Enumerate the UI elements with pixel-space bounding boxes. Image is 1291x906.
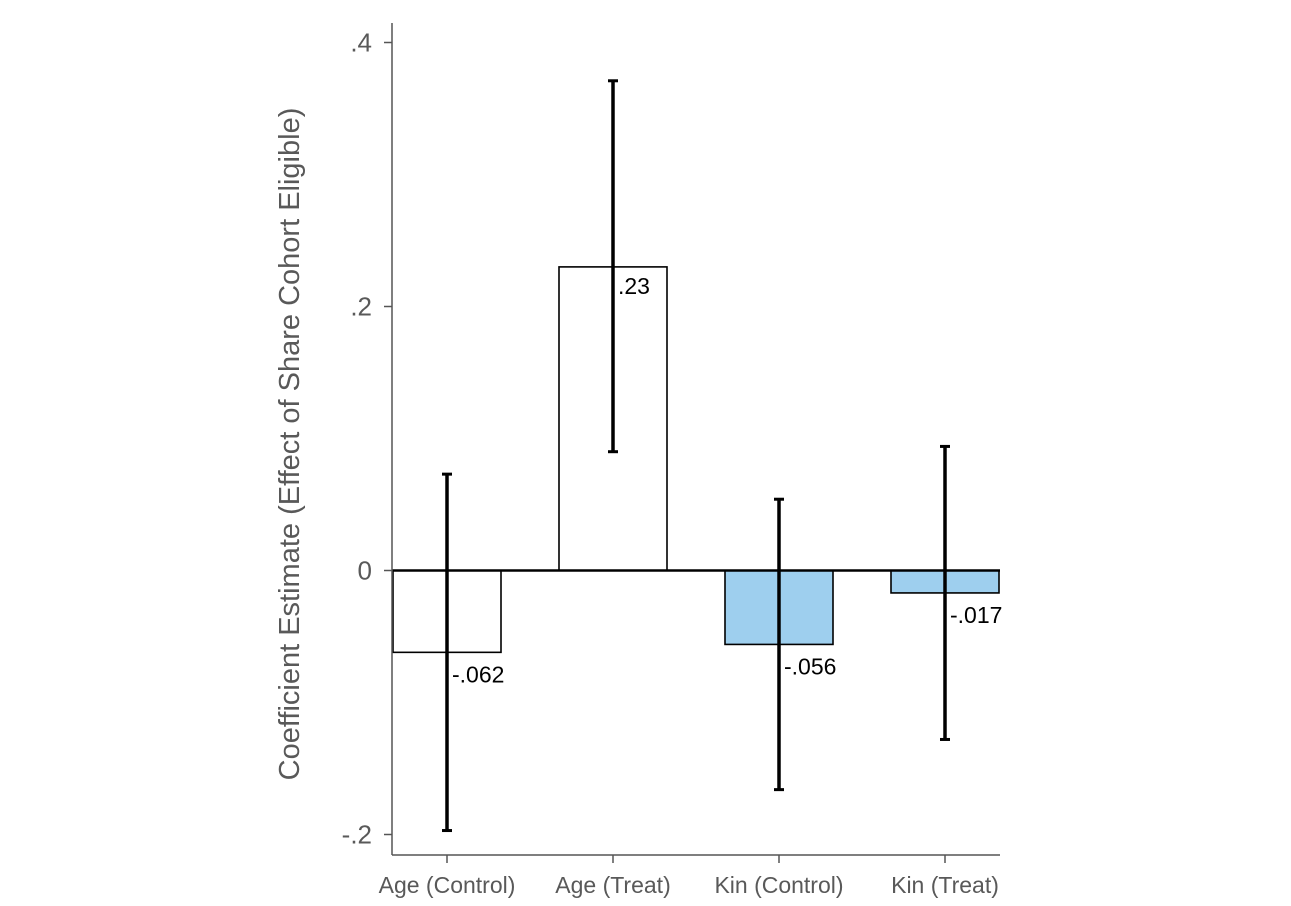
y-tick-label: -.2 <box>342 820 372 850</box>
data-label-2: -.056 <box>784 653 836 679</box>
x-category-label: Age (Treat) <box>555 872 670 898</box>
y-tick-label: .2 <box>350 292 372 322</box>
bars-layer <box>392 266 1000 654</box>
x-category-label: Kin (Control) <box>714 872 843 898</box>
y-tick-label: .4 <box>350 28 372 58</box>
x-category-label: Kin (Treat) <box>891 872 999 898</box>
data-labels-layer: -.062 .23 -.056 -.017 <box>452 273 1002 687</box>
y-axis-title: Coefficient Estimate (Effect of Share Co… <box>274 108 306 781</box>
y-axis-ticks: -.2 0 .2 .4 <box>342 28 392 850</box>
y-tick-label: 0 <box>358 556 372 586</box>
error-bars-layer <box>442 79 950 833</box>
data-label-0: -.062 <box>452 661 504 687</box>
x-axis-ticks: Age (Control) Age (Treat) Kin (Control) Kin… <box>379 855 999 898</box>
data-label-1: .23 <box>618 273 650 299</box>
x-category-label: Age (Control) <box>379 872 516 898</box>
data-label-3: -.017 <box>950 602 1002 628</box>
